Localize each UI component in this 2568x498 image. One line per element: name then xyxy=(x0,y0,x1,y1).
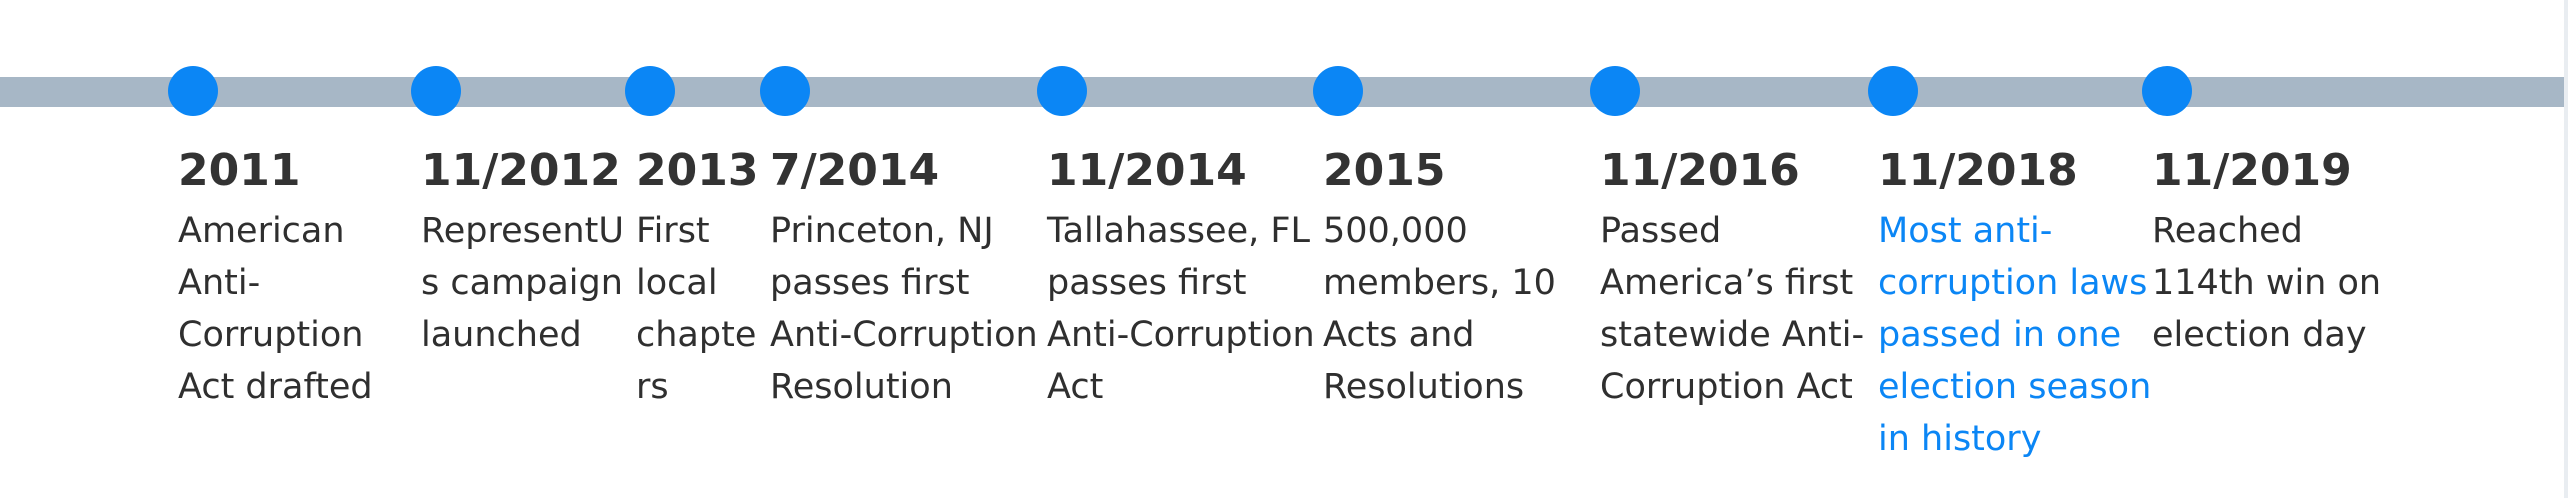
milestone-date: 11/2014 xyxy=(1047,145,1247,196)
milestone-date: 11/2016 xyxy=(1600,145,1800,196)
milestone-description: RepresentUs campaign launched xyxy=(421,211,624,355)
milestone-item: 2011 American Anti-Corruption Act drafte… xyxy=(178,143,410,413)
milestone-dot xyxy=(168,66,218,116)
milestone-description: First local chapters xyxy=(636,211,757,407)
milestone-item: 11/2012 RepresentUs campaign launched xyxy=(421,143,629,361)
milestone-description: Passed America’s first statewide Anti-Co… xyxy=(1600,211,1865,407)
milestone-item: 11/2018 Most anti-corruption laws passed… xyxy=(1878,143,2154,465)
milestone-date: 2013 xyxy=(636,145,759,196)
milestone-date: 7/2014 xyxy=(770,145,940,196)
milestone-dot xyxy=(1313,66,1363,116)
milestone-dot xyxy=(1037,66,1087,116)
milestone-description: Most anti-corruption laws passed in one … xyxy=(1878,211,2152,459)
milestone-date: 2015 xyxy=(1323,145,1446,196)
milestone-date: 2011 xyxy=(178,145,301,196)
scrollbar-edge xyxy=(2564,0,2568,498)
milestone-item: 11/2016 Passed America’s first statewide… xyxy=(1600,143,1876,413)
milestone-date: 11/2012 xyxy=(421,145,621,196)
milestone-dot xyxy=(760,66,810,116)
milestone-item: 2013 First local chapters xyxy=(636,143,767,413)
milestone-date: 11/2019 xyxy=(2152,145,2352,196)
milestone-description: Tallahassee, FL passes first Anti-Corrup… xyxy=(1047,211,1315,407)
milestone-item: 7/2014 Princeton, NJ passes first Anti-C… xyxy=(770,143,1040,413)
milestone-dot xyxy=(1590,66,1640,116)
milestone-description: 500,000 members, 10 Acts and Resolutions xyxy=(1323,211,1556,407)
milestone-description: American Anti-Corruption Act drafted xyxy=(178,211,373,407)
milestone-item: 11/2019 Reached 114th win on election da… xyxy=(2152,143,2412,361)
milestone-dot xyxy=(411,66,461,116)
milestone-dot xyxy=(1868,66,1918,116)
milestone-item: 11/2014 Tallahassee, FL passes first Ant… xyxy=(1047,143,1317,413)
milestone-description: Reached 114th win on election day xyxy=(2152,211,2382,355)
milestone-description: Princeton, NJ passes first Anti-Corrupti… xyxy=(770,211,1038,407)
milestone-dot xyxy=(625,66,675,116)
milestone-date: 11/2018 xyxy=(1878,145,2078,196)
milestone-dot xyxy=(2142,66,2192,116)
milestone-item: 2015 500,000 members, 10 Acts and Resolu… xyxy=(1323,143,1563,413)
